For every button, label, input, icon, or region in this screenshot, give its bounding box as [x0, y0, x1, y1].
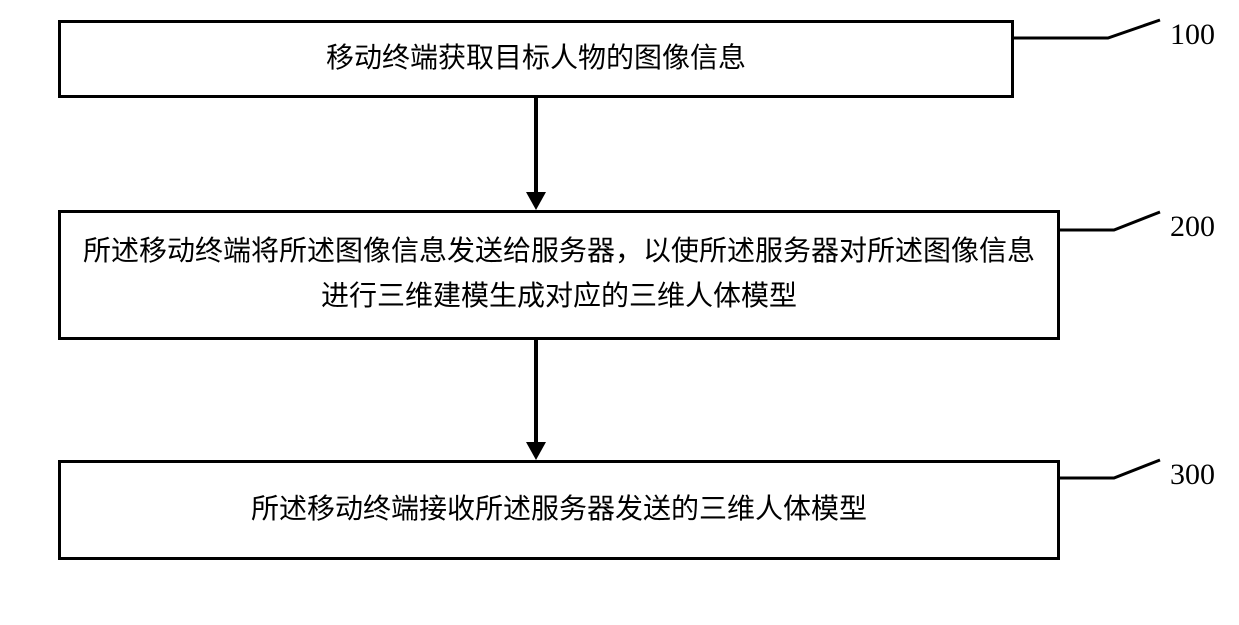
arrow-100-to-200 [534, 98, 538, 192]
flow-step-100: 移动终端获取目标人物的图像信息 [58, 20, 1014, 98]
arrowhead-200-to-300 [526, 442, 546, 460]
flow-label-300: 300 [1170, 458, 1215, 492]
flow-step-300: 所述移动终端接收所述服务器发送的三维人体模型 [58, 460, 1060, 560]
flow-step-200: 所述移动终端将所述图像信息发送给服务器，以使所述服务器对所述图像信息进行三维建模… [58, 210, 1060, 340]
flow-label-200: 200 [1170, 210, 1215, 244]
flow-label-100: 100 [1170, 18, 1215, 52]
flow-step-300-text: 所述移动终端接收所述服务器发送的三维人体模型 [251, 488, 867, 533]
flow-step-200-text: 所述移动终端将所述图像信息发送给服务器，以使所述服务器对所述图像信息进行三维建模… [81, 230, 1037, 320]
arrow-200-to-300 [534, 340, 538, 442]
arrowhead-100-to-200 [526, 192, 546, 210]
flow-step-100-text: 移动终端获取目标人物的图像信息 [326, 37, 746, 82]
